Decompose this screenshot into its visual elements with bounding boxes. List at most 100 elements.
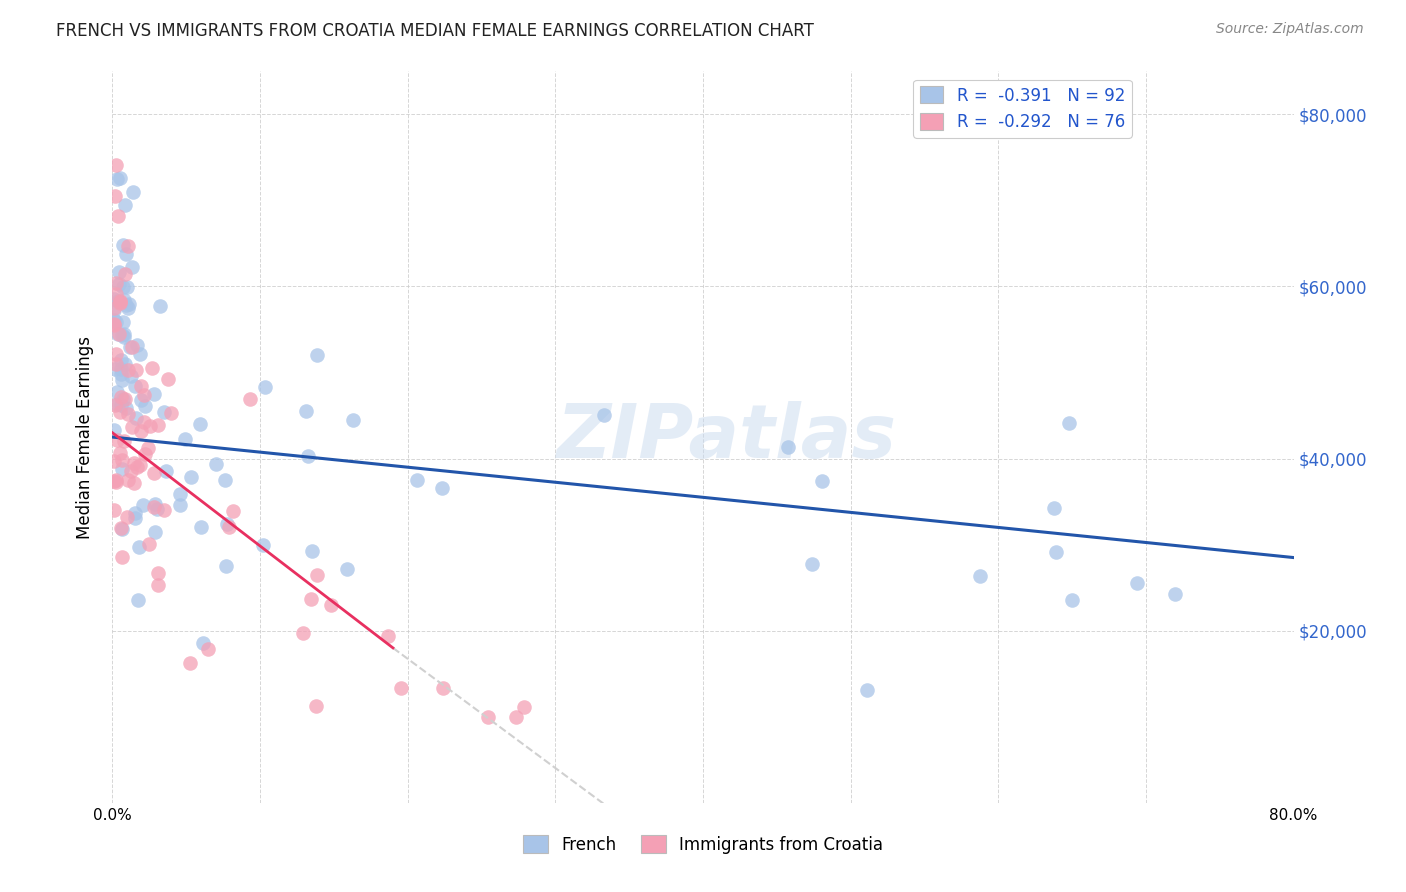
Point: [105, 315, 128, 329]
Point: [121, 420, 143, 434]
Point: [129, 458, 152, 472]
Point: [291, 626, 314, 640]
Point: [160, 406, 183, 420]
Point: [120, 340, 142, 354]
Point: [104, 475, 127, 490]
Point: [190, 519, 212, 533]
Point: [111, 550, 134, 565]
Point: [153, 503, 176, 517]
Point: [117, 239, 139, 253]
Point: [108, 170, 131, 185]
Point: [105, 158, 128, 172]
Point: [174, 432, 197, 446]
Point: [125, 410, 148, 425]
Point: [301, 544, 323, 558]
Point: [124, 378, 146, 392]
Point: [169, 486, 191, 500]
Point: [299, 591, 322, 606]
Point: [103, 475, 125, 489]
Point: [105, 385, 128, 400]
Point: [132, 498, 155, 512]
Point: [305, 348, 328, 362]
Point: [104, 357, 127, 371]
Point: [105, 172, 128, 186]
Point: [108, 405, 131, 419]
Point: [124, 510, 146, 524]
Point: [1164, 587, 1187, 601]
Point: [319, 599, 342, 613]
Point: [110, 391, 132, 405]
Point: [104, 276, 127, 290]
Point: [214, 473, 236, 487]
Point: [108, 294, 131, 309]
Point: [112, 238, 135, 252]
Point: [103, 318, 125, 332]
Text: ZIPatlas: ZIPatlas: [557, 401, 897, 474]
Point: [107, 327, 129, 342]
Point: [131, 392, 153, 407]
Point: [180, 470, 202, 484]
Point: [592, 408, 614, 422]
Point: [103, 423, 125, 437]
Point: [114, 434, 136, 449]
Point: [108, 295, 131, 310]
Point: [117, 408, 139, 422]
Point: [114, 298, 136, 312]
Point: [342, 412, 364, 426]
Point: [105, 286, 128, 301]
Point: [104, 362, 127, 376]
Point: [146, 566, 169, 580]
Point: [114, 267, 136, 281]
Point: [252, 538, 274, 552]
Y-axis label: Median Female Earnings: Median Female Earnings: [76, 335, 94, 539]
Point: [110, 362, 132, 376]
Point: [112, 327, 135, 342]
Point: [143, 524, 166, 539]
Point: [856, 683, 879, 698]
Point: [215, 559, 238, 574]
Point: [118, 297, 141, 311]
Point: [117, 363, 139, 377]
Point: [136, 441, 159, 455]
Point: [969, 569, 991, 583]
Point: [141, 361, 163, 376]
Point: [110, 368, 132, 382]
Point: [103, 318, 125, 332]
Point: [124, 506, 146, 520]
Point: [108, 265, 131, 279]
Point: [110, 521, 132, 535]
Point: [114, 392, 136, 406]
Point: [125, 363, 148, 377]
Point: [107, 293, 129, 308]
Point: [221, 504, 243, 518]
Point: [305, 567, 328, 582]
Point: [103, 454, 125, 468]
Text: Source: ZipAtlas.com: Source: ZipAtlas.com: [1216, 22, 1364, 37]
Point: [253, 380, 276, 394]
Point: [107, 209, 129, 223]
Point: [432, 681, 454, 696]
Point: [131, 379, 153, 393]
Point: [197, 641, 219, 656]
Point: [153, 405, 176, 419]
Point: [121, 185, 143, 199]
Point: [110, 398, 132, 412]
Point: [117, 301, 139, 316]
Point: [127, 593, 149, 607]
Point: [405, 473, 427, 487]
Point: [110, 352, 132, 367]
Point: [134, 399, 156, 413]
Legend: French, Immigrants from Croatia: French, Immigrants from Croatia: [516, 829, 890, 860]
Point: [115, 510, 138, 524]
Point: [217, 516, 239, 531]
Point: [146, 578, 169, 592]
Point: [125, 338, 148, 352]
Point: [128, 540, 150, 554]
Point: [188, 417, 211, 431]
Point: [112, 315, 135, 329]
Point: [121, 260, 143, 274]
Point: [128, 346, 150, 360]
Point: [138, 537, 160, 551]
Point: [112, 279, 135, 293]
Point: [107, 327, 129, 342]
